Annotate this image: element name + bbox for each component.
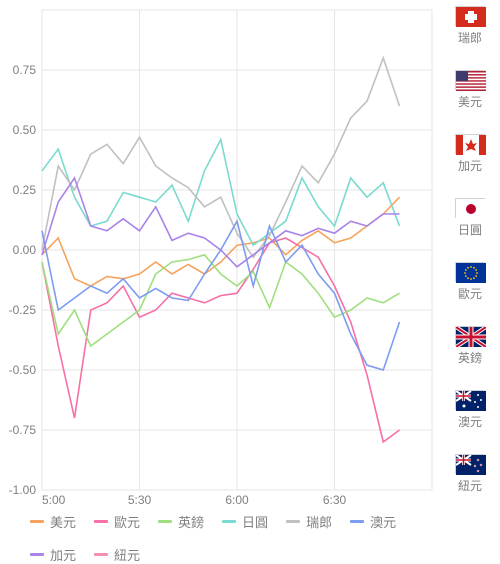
svg-text:-1.00: -1.00	[9, 483, 37, 497]
svg-text:-0.75: -0.75	[9, 423, 37, 437]
sidebar-item-gbp[interactable]: 英鎊	[440, 326, 500, 366]
sidebar-item-label: 加元	[458, 157, 482, 174]
legend-swatch	[30, 553, 44, 556]
svg-text:6:30: 6:30	[323, 493, 347, 507]
legend-label: 加元	[50, 545, 76, 564]
flag-icon-jp	[455, 198, 485, 218]
legend-item-chf[interactable]: 瑞郎	[286, 512, 332, 531]
sidebar-item-usd[interactable]: 美元	[440, 70, 500, 110]
legend-label: 美元	[50, 512, 76, 531]
legend-label: 紐元	[114, 545, 140, 564]
legend-item-cad[interactable]: 加元	[30, 545, 76, 564]
sidebar-item-label: 日圓	[458, 221, 482, 238]
sidebar-item-jpy[interactable]: 日圓	[440, 198, 500, 238]
legend-label: 澳元	[370, 512, 396, 531]
flag-icon-uk	[455, 326, 485, 346]
currency-sidebar: 瑞郎美元加元日圓歐元英鎊澳元紐元	[440, 6, 500, 518]
legend-item-aud[interactable]: 澳元	[350, 512, 396, 531]
svg-text:6:00: 6:00	[225, 493, 249, 507]
svg-text:-0.50: -0.50	[9, 363, 37, 377]
legend-item-gbp[interactable]: 英鎊	[158, 512, 204, 531]
svg-text:5:30: 5:30	[128, 493, 152, 507]
sidebar-item-label: 歐元	[458, 285, 482, 302]
svg-text:0.50: 0.50	[13, 123, 37, 137]
legend-swatch	[222, 520, 236, 523]
legend-swatch	[94, 520, 108, 523]
legend-label: 日圓	[242, 512, 268, 531]
legend-label: 瑞郎	[306, 512, 332, 531]
legend-item-eur[interactable]: 歐元	[94, 512, 140, 531]
svg-text:5:00: 5:00	[42, 493, 66, 507]
sidebar-item-label: 美元	[458, 93, 482, 110]
legend-item-nzd[interactable]: 紐元	[94, 545, 140, 564]
legend-swatch	[94, 553, 108, 556]
legend-label: 歐元	[114, 512, 140, 531]
flag-icon-au	[455, 390, 485, 410]
chart-legend: 美元 歐元 英鎊 日圓 瑞郎 澳元加元 紐元	[30, 512, 440, 564]
flag-icon-eu	[455, 262, 485, 282]
line-chart: -1.00 -0.75 -0.50 -0.25 0.00 0.25 0.50 0.75 5:00…	[0, 0, 440, 508]
legend-swatch	[286, 520, 300, 523]
sidebar-item-label: 紐元	[458, 477, 482, 494]
sidebar-item-label: 瑞郎	[458, 29, 482, 46]
svg-text:-0.25: -0.25	[9, 303, 37, 317]
legend-swatch	[350, 520, 364, 523]
sidebar-item-cad[interactable]: 加元	[440, 134, 500, 174]
legend-item-jpy[interactable]: 日圓	[222, 512, 268, 531]
sidebar-item-chf[interactable]: 瑞郎	[440, 6, 500, 46]
legend-item-usd[interactable]: 美元	[30, 512, 76, 531]
sidebar-item-nzd[interactable]: 紐元	[440, 454, 500, 494]
flag-icon-us	[455, 70, 485, 90]
svg-text:0.00: 0.00	[13, 243, 37, 257]
sidebar-item-label: 英鎊	[458, 349, 482, 366]
sidebar-item-aud[interactable]: 澳元	[440, 390, 500, 430]
flag-icon-ch	[455, 6, 485, 26]
sidebar-item-eur[interactable]: 歐元	[440, 262, 500, 302]
sidebar-item-label: 澳元	[458, 413, 482, 430]
legend-swatch	[158, 520, 172, 523]
svg-text:0.25: 0.25	[13, 183, 37, 197]
svg-text:0.75: 0.75	[13, 63, 37, 77]
flag-icon-ca	[455, 134, 485, 154]
flag-icon-nz	[455, 454, 485, 474]
legend-swatch	[30, 520, 44, 523]
legend-label: 英鎊	[178, 512, 204, 531]
